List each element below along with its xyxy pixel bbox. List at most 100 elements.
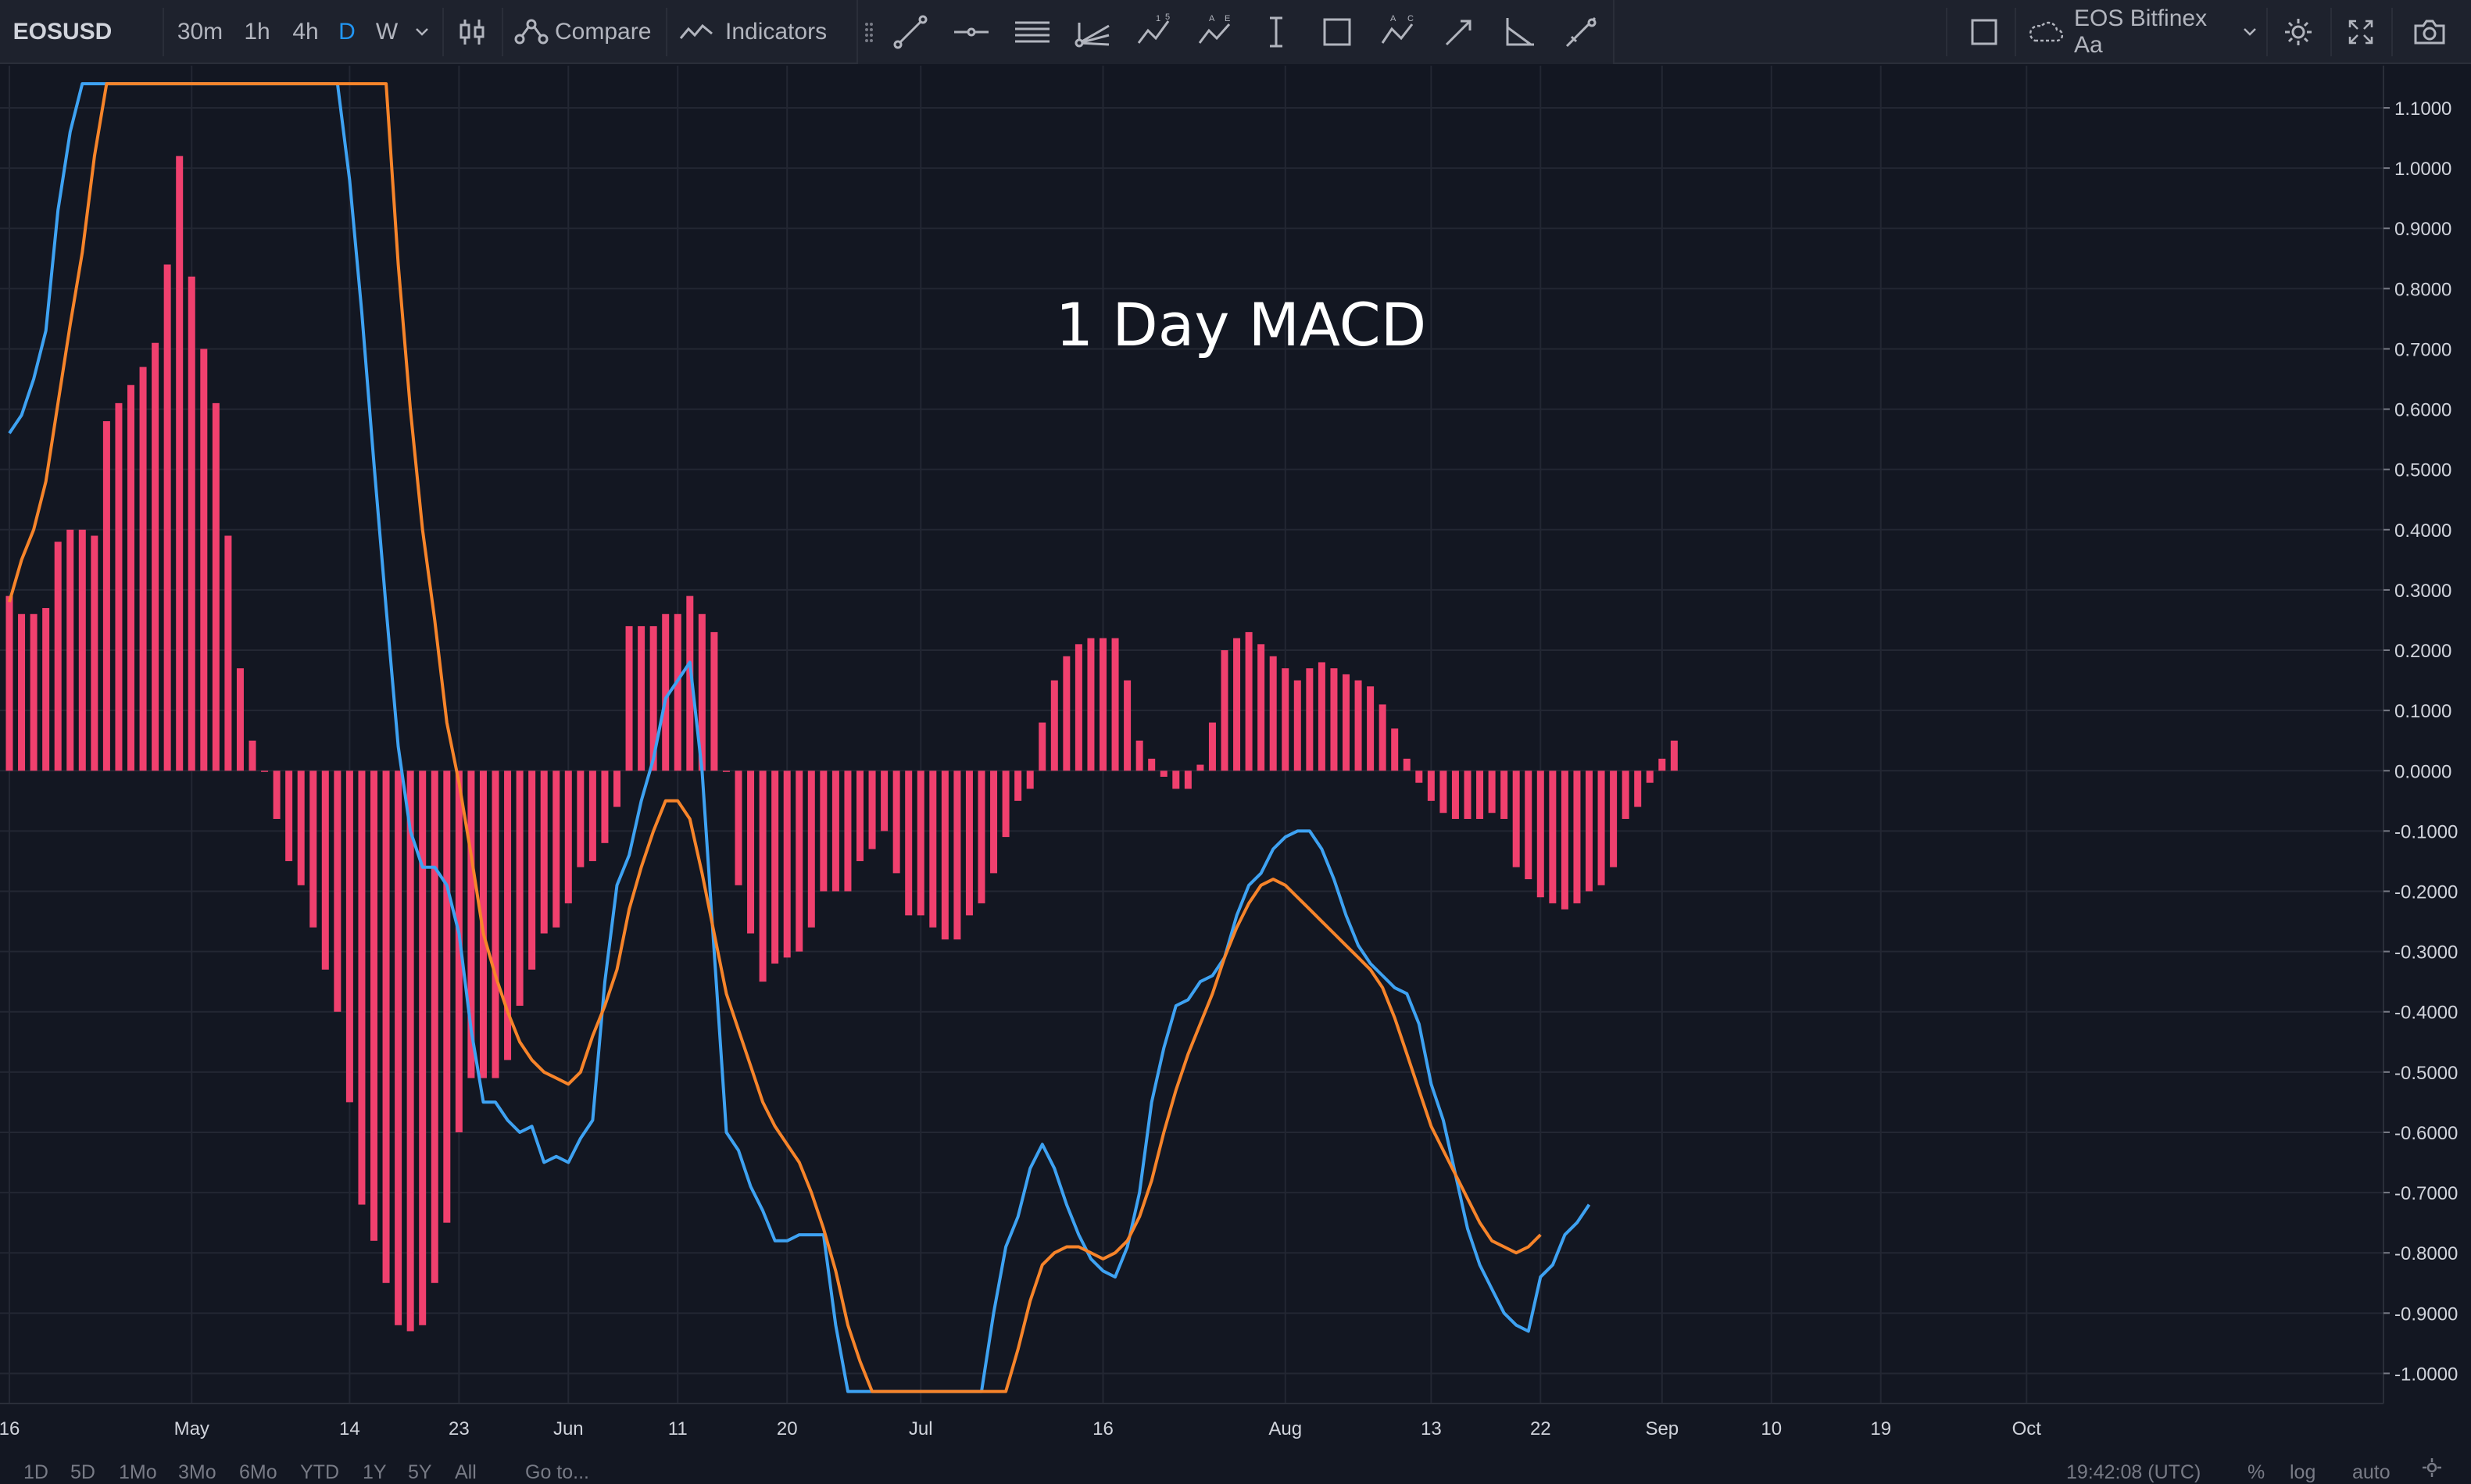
x-tick-label: May bbox=[174, 1418, 209, 1439]
interval-d[interactable]: D bbox=[338, 19, 356, 45]
arrow-icon[interactable] bbox=[1429, 0, 1489, 64]
svg-text:1: 1 bbox=[1156, 14, 1160, 23]
histogram-bar bbox=[455, 771, 463, 1132]
x-axis-labels: 16 May 14 23 Jun 11 20 Jul 16 Aug 13 22 Sep 10 19 Oct bbox=[0, 1418, 2041, 1439]
histogram-bar bbox=[188, 276, 195, 771]
chevron-down-icon[interactable] bbox=[2237, 0, 2263, 64]
macd-histogram bbox=[5, 156, 1678, 1332]
compare-button[interactable]: Compare bbox=[555, 19, 652, 45]
pitchfork-icon[interactable] bbox=[1063, 0, 1124, 64]
fullscreen-icon[interactable] bbox=[2333, 0, 2388, 64]
histogram-bar bbox=[881, 771, 889, 831]
histogram-bar bbox=[224, 535, 232, 771]
compare-icon[interactable] bbox=[510, 0, 553, 64]
x-tick-label: 10 bbox=[1761, 1418, 1782, 1439]
histogram-bar bbox=[638, 626, 645, 771]
symbol-button[interactable]: EOSUSD bbox=[13, 19, 113, 45]
range-6mo[interactable]: 6Mo bbox=[239, 1461, 277, 1483]
histogram-bar bbox=[212, 402, 220, 771]
histogram-bar bbox=[1148, 758, 1156, 771]
percent-toggle[interactable]: % bbox=[2248, 1461, 2265, 1483]
histogram-bar bbox=[1500, 771, 1508, 819]
range-1mo[interactable]: 1Mo bbox=[119, 1461, 157, 1483]
settings-icon[interactable] bbox=[2269, 0, 2327, 64]
rectangle-icon[interactable] bbox=[1307, 0, 1368, 64]
source-label[interactable]: EOS Bitfinex Aa bbox=[2074, 5, 2208, 58]
histogram-bar bbox=[1343, 674, 1350, 771]
histogram-bar bbox=[1451, 771, 1459, 819]
histogram-bar bbox=[1367, 686, 1375, 771]
trend-line-icon[interactable] bbox=[880, 0, 941, 64]
x-tick-label: Oct bbox=[2012, 1418, 2042, 1439]
scale-settings-icon[interactable] bbox=[2421, 1457, 2443, 1484]
brush-icon[interactable] bbox=[1550, 0, 1611, 64]
histogram-bar bbox=[917, 771, 924, 916]
interval-1h[interactable]: 1h bbox=[244, 19, 270, 45]
divider bbox=[442, 8, 444, 56]
x-tick-label: 22 bbox=[1530, 1418, 1551, 1439]
x-tick-label: 20 bbox=[777, 1418, 798, 1439]
histogram-bar bbox=[722, 771, 730, 772]
divider bbox=[666, 8, 667, 56]
histogram-bar bbox=[261, 771, 269, 772]
range-3mo[interactable]: 3Mo bbox=[178, 1461, 216, 1483]
dropdown-arrow-icon[interactable] bbox=[408, 0, 436, 64]
histogram-bar bbox=[1330, 668, 1338, 771]
snapshot-icon[interactable] bbox=[2394, 0, 2465, 64]
y-tick-label: 1.0000 bbox=[2394, 159, 2451, 180]
x-tick-label: 19 bbox=[1870, 1418, 1891, 1439]
price-range-icon[interactable] bbox=[1246, 0, 1307, 64]
log-toggle[interactable]: log bbox=[2290, 1461, 2316, 1483]
clock-time: 19:42:08 (UTC) bbox=[2066, 1461, 2201, 1483]
macd-chart[interactable]: 1.1000 1.0000 0.9000 0.8000 0.7000 0.6000 0.50… bbox=[0, 66, 2471, 1443]
histogram-bar bbox=[1415, 771, 1423, 783]
range-ytd[interactable]: YTD bbox=[300, 1461, 339, 1483]
auto-toggle[interactable]: auto bbox=[2352, 1461, 2391, 1483]
histogram-bar bbox=[1439, 771, 1447, 814]
indicators-button[interactable]: Indicators bbox=[725, 19, 828, 45]
range-1y[interactable]: 1Y bbox=[363, 1461, 387, 1483]
candles-icon[interactable] bbox=[449, 0, 495, 64]
parallel-channel-icon[interactable] bbox=[1002, 0, 1063, 64]
x-tick-label: Sep bbox=[1645, 1418, 1679, 1439]
histogram-bar bbox=[54, 542, 62, 771]
histogram-bar bbox=[1184, 771, 1192, 789]
goto-button[interactable]: Go to... bbox=[525, 1461, 589, 1483]
histogram-bar bbox=[1111, 638, 1119, 771]
angle-tool-icon[interactable] bbox=[1489, 0, 1550, 64]
histogram-bar bbox=[1063, 656, 1071, 771]
interval-30m[interactable]: 30m bbox=[177, 19, 223, 45]
histogram-bar bbox=[1488, 771, 1496, 814]
interval-w[interactable]: W bbox=[375, 19, 399, 45]
histogram-bar bbox=[1014, 771, 1022, 801]
histogram-bar bbox=[431, 771, 438, 1283]
range-1d[interactable]: 1D bbox=[23, 1461, 48, 1483]
indicators-icon[interactable] bbox=[677, 0, 716, 64]
range-5y[interactable]: 5Y bbox=[408, 1461, 432, 1483]
histogram-bar bbox=[1100, 638, 1107, 771]
histogram-bar bbox=[588, 771, 596, 861]
interval-4h[interactable]: 4h bbox=[292, 19, 319, 45]
y-tick-label: -0.7000 bbox=[2394, 1183, 2458, 1204]
divider bbox=[1946, 8, 1947, 56]
grip-icon[interactable] bbox=[858, 0, 880, 64]
y-tick-label: -0.9000 bbox=[2394, 1303, 2458, 1325]
layout-icon[interactable] bbox=[1957, 0, 2011, 64]
histogram-bar bbox=[1561, 771, 1568, 910]
price-scale[interactable] bbox=[2383, 66, 2471, 1408]
histogram-bar bbox=[1622, 771, 1629, 819]
y-tick-label: -0.6000 bbox=[2394, 1123, 2458, 1144]
histogram-bar bbox=[1087, 638, 1095, 771]
range-all[interactable]: All bbox=[455, 1461, 477, 1483]
horizontal-line-icon[interactable] bbox=[941, 0, 1002, 64]
range-5d[interactable]: 5D bbox=[70, 1461, 95, 1483]
histogram-bar bbox=[564, 771, 572, 903]
histogram-bar bbox=[504, 771, 512, 1060]
histogram-bar bbox=[345, 771, 353, 1103]
x-tick-label: Aug bbox=[1268, 1418, 1302, 1439]
histogram-bar bbox=[1269, 656, 1277, 771]
cloud-icon[interactable] bbox=[2026, 0, 2065, 64]
